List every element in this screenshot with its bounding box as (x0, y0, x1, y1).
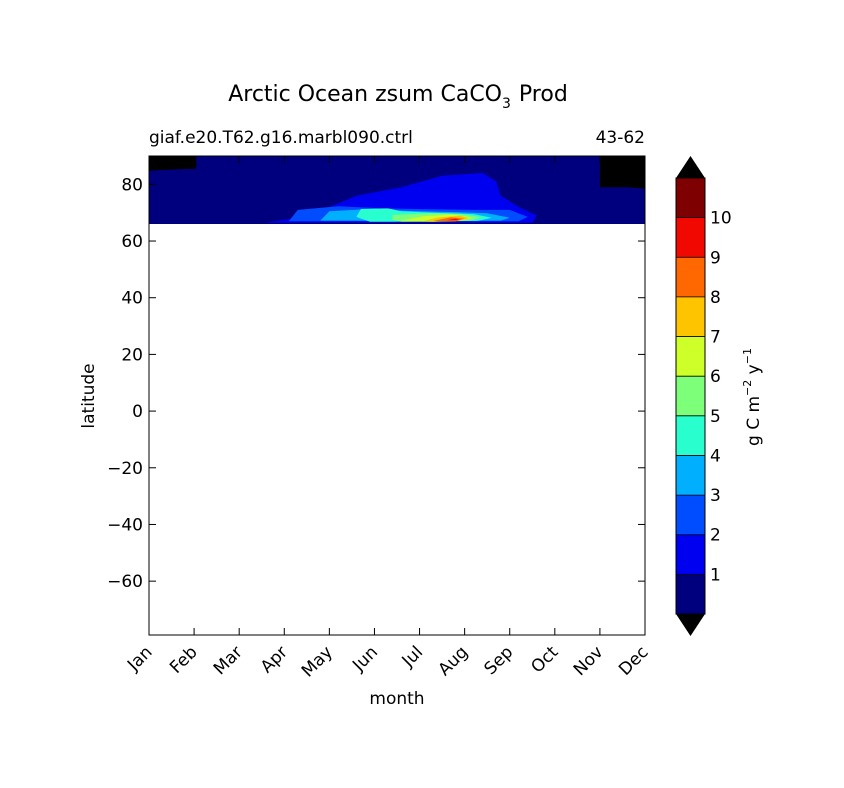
chart-title-suffix: Prod (519, 82, 568, 107)
x-tick-label: Apr (257, 642, 292, 677)
x-tick-label: Dec (615, 642, 652, 679)
plot-area (149, 156, 645, 635)
chart-subtitle-left: giaf.e20.T62.g16.marbl090.ctrl (149, 128, 413, 148)
y-tick-label: 80 (121, 175, 143, 195)
colorbar-segment (676, 534, 705, 575)
x-tick-label: Jun (348, 642, 382, 676)
x-tick-label: Oct (527, 642, 562, 677)
colorbar-segment (676, 574, 705, 615)
colorbar-segment (676, 257, 705, 298)
plot-frame (148, 155, 646, 636)
colorbar-segment (676, 415, 705, 456)
colorbar-tick-label: 10 (710, 209, 732, 229)
colorbar-label-main: g C m (744, 396, 764, 446)
contour-regions (149, 156, 645, 224)
x-axis-ticks: Jan Feb Mar Apr May Jun Jul Aug Sep Oct Nov Dec (123, 156, 653, 681)
colorbar-segment (676, 495, 705, 536)
contour-region-orange (433, 217, 465, 222)
y-tick-label: 20 (121, 345, 143, 365)
colorbar: 1 2 3 4 5 6 7 8 9 10 (675, 156, 732, 636)
colorbar-segment (676, 336, 705, 377)
contour-region-under-topleft (149, 156, 197, 171)
chart-title-main: Arctic Ocean zsum CaCO (228, 82, 502, 107)
x-tick-label: Jan (123, 642, 156, 675)
colorbar-under-extension (676, 614, 705, 636)
colorbar-label-exp2: −1 (741, 348, 754, 364)
x-tick-label: Nov (570, 642, 608, 680)
colorbar-frame (675, 177, 706, 615)
colorbar-segment (676, 455, 705, 496)
chart-title-subscript: 3 (502, 96, 511, 112)
y-axis-label: latitude (79, 363, 99, 428)
colorbar-segment (676, 178, 705, 218)
x-tick-label: Sep (480, 642, 517, 679)
colorbar-segment (676, 376, 705, 417)
colorbar-tick-label: 6 (710, 367, 721, 387)
y-tick-label: 0 (132, 402, 143, 422)
colorbar-label: g C m−2 y−1 (741, 348, 764, 446)
colorbar-over-extension (676, 156, 705, 178)
colorbar-label-mid: y (744, 364, 764, 379)
y-tick-label: 60 (121, 232, 143, 252)
colorbar-label-exp1: −2 (741, 380, 754, 396)
chart-subtitle-right: 43-62 (596, 128, 645, 148)
colorbar-tick-label: 1 (710, 565, 721, 585)
colorbar-tick-label: 8 (710, 288, 721, 308)
chart-title: Arctic Ocean zsum CaCO3 Prod (228, 82, 568, 112)
x-tick-label: Jul (398, 642, 427, 671)
colorbar-tick-label: 4 (710, 446, 721, 466)
x-tick-label: Feb (166, 642, 201, 677)
colorbar-segment (676, 217, 705, 258)
y-tick-label: −40 (107, 515, 143, 535)
x-tick-label: May (298, 642, 337, 681)
x-tick-label: Mar (210, 642, 247, 679)
colorbar-tick-label: 5 (710, 407, 721, 427)
colorbar-tick-label: 9 (710, 248, 721, 268)
y-tick-label: −20 (107, 459, 143, 479)
y-tick-label: 40 (121, 289, 143, 309)
y-tick-label: −60 (107, 572, 143, 592)
contour-region-red (446, 218, 461, 221)
colorbar-tick-label: 2 (710, 526, 721, 546)
x-axis-label: month (369, 689, 424, 709)
y-axis-ticks: 80 60 40 20 0 −20 −40 −60 (107, 175, 645, 592)
colorbar-segment (676, 296, 705, 337)
contour-region-under-topright (599, 156, 645, 189)
colorbar-tick-label: 7 (710, 328, 721, 348)
colorbar-tick-label: 3 (710, 486, 721, 506)
x-tick-label: Aug (435, 642, 473, 680)
